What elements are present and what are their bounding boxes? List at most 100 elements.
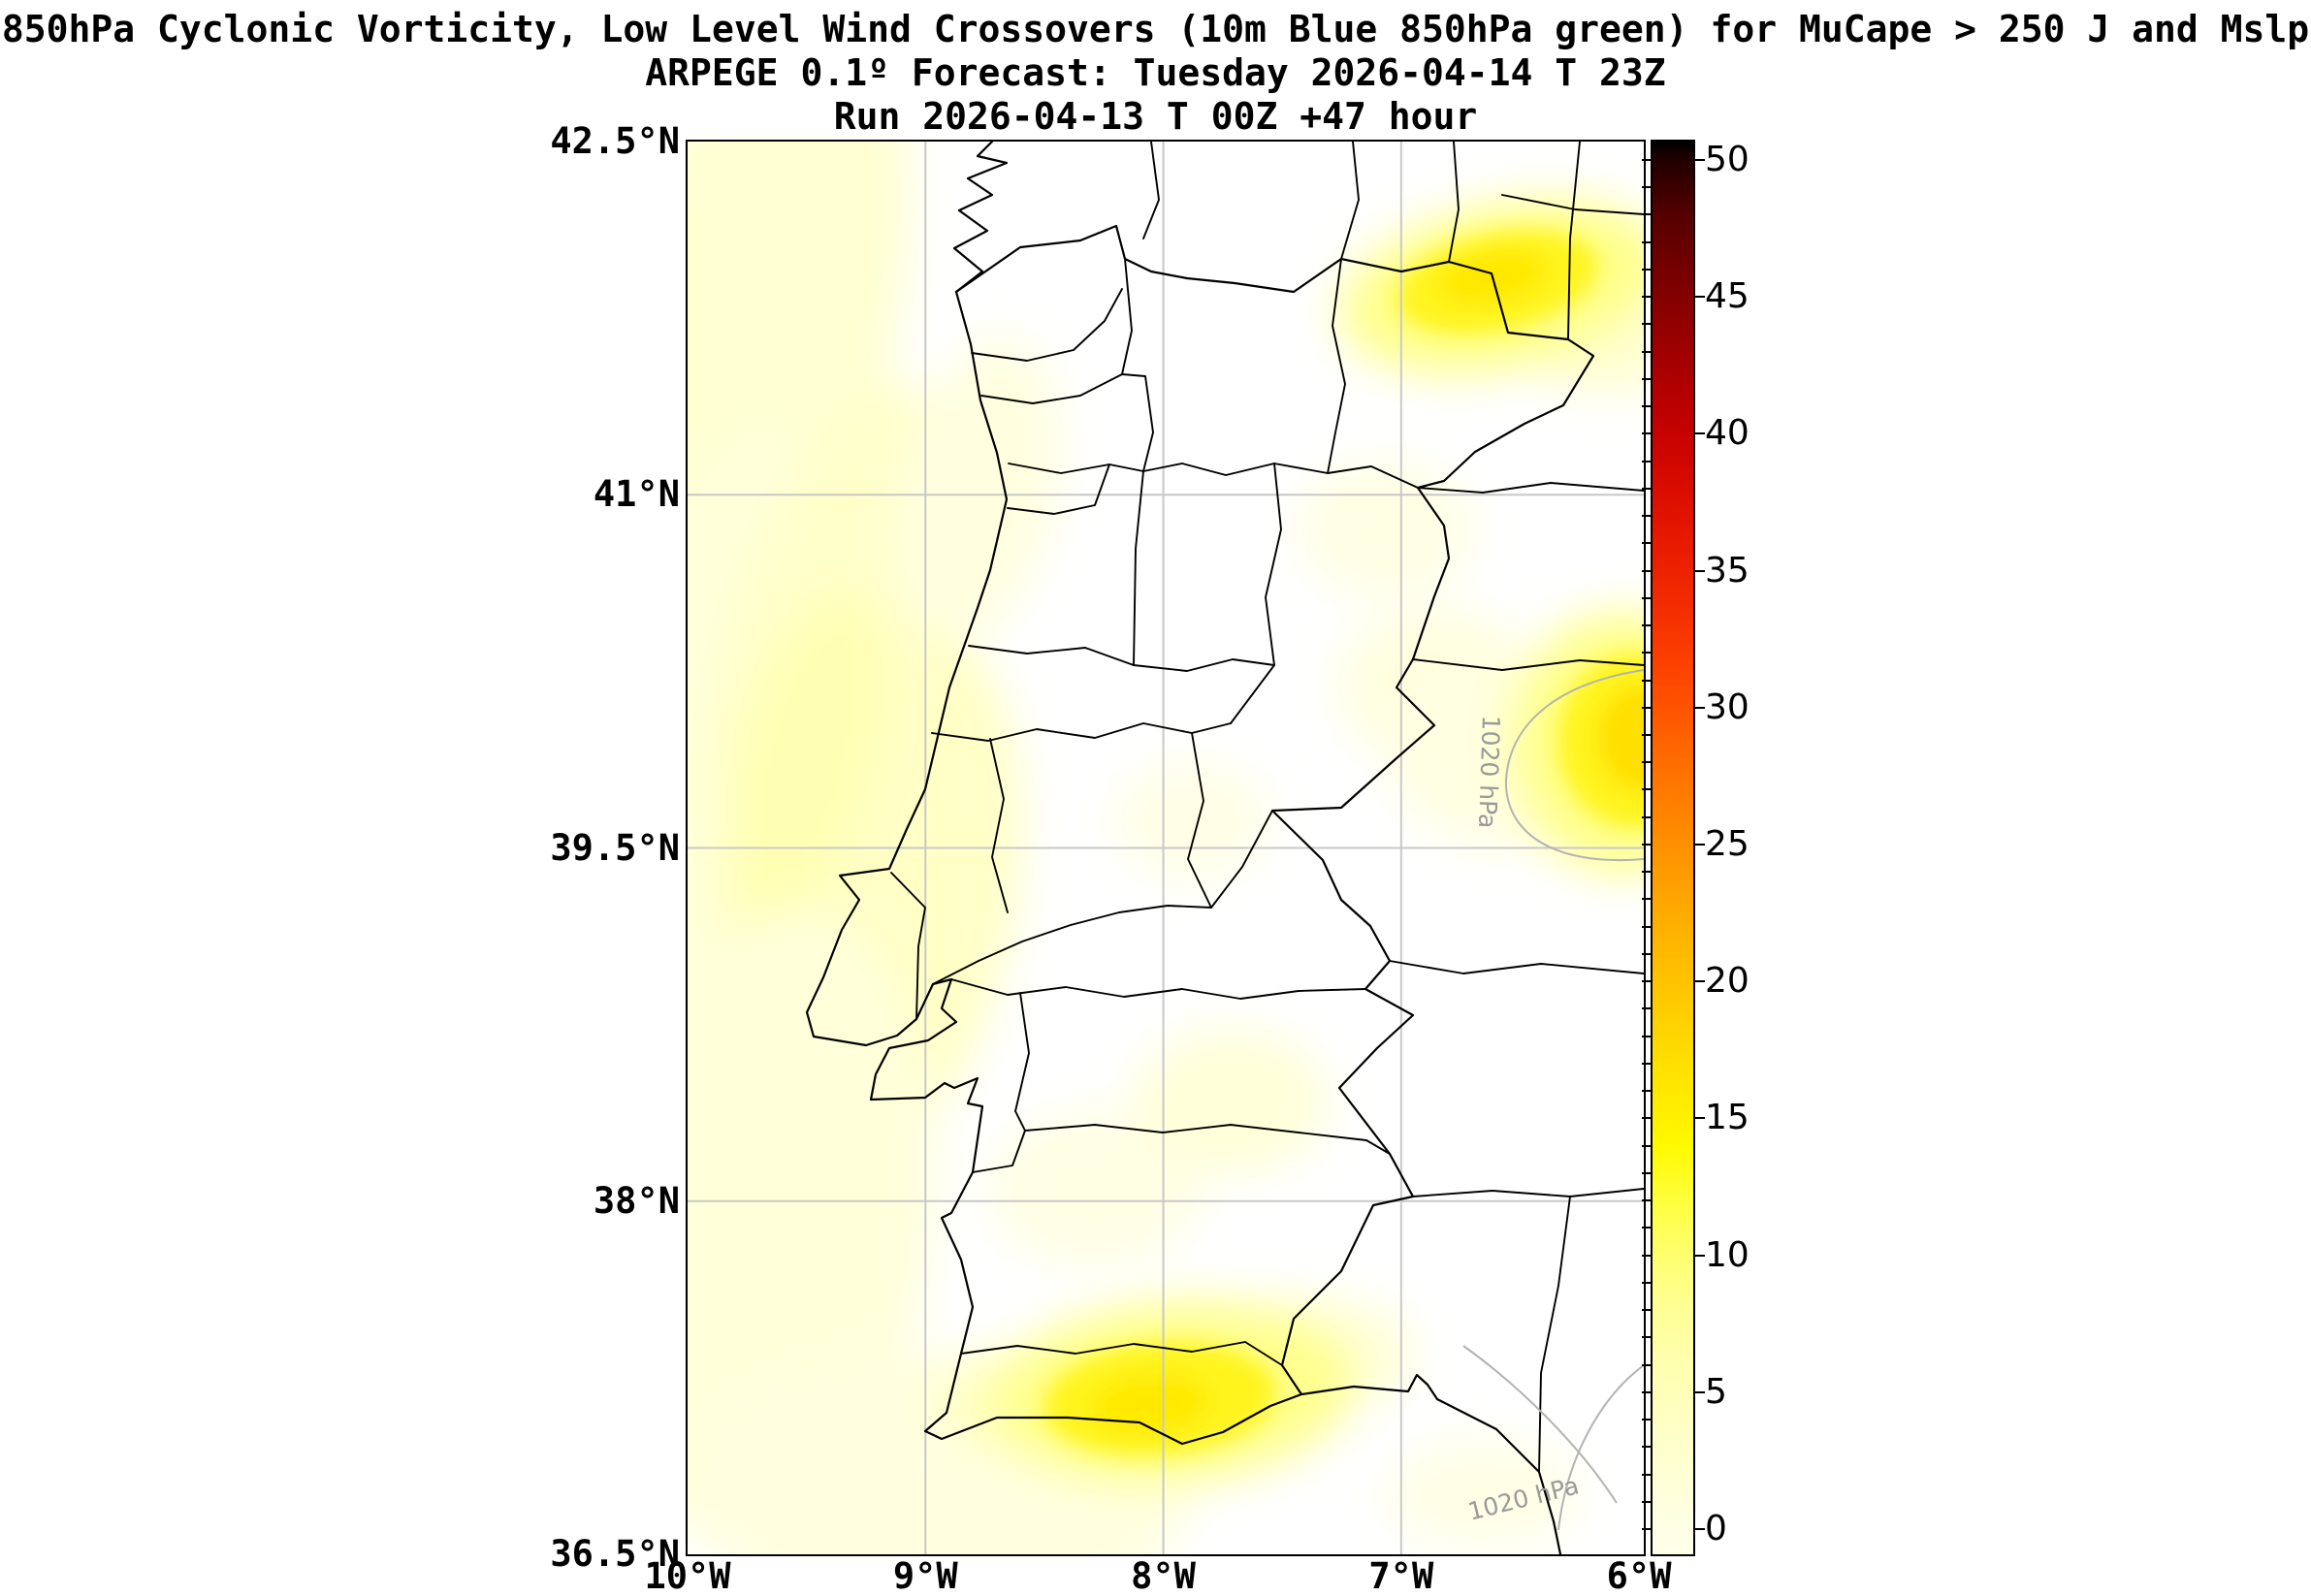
colorbar-tick-label-10: 10 (1705, 1234, 1749, 1275)
colorbar-minor-tick (1642, 1309, 1651, 1312)
colorbar-minor-tick (1642, 515, 1651, 518)
colorbar-tick-label-35: 35 (1705, 550, 1749, 591)
colorbar-minor-tick (1642, 679, 1651, 682)
colorbar-minor-tick (1642, 1007, 1651, 1010)
colorbar-minor-tick (1642, 240, 1651, 243)
colorbar-minor-tick (1642, 405, 1651, 408)
colorbar-tick-15 (1695, 1117, 1705, 1120)
colorbar-tick-25 (1695, 843, 1705, 846)
colorbar-minor-tick (1642, 460, 1651, 463)
title-block: 850hPa Cyclonic Vorticity, Low Level Win… (0, 8, 2311, 139)
colorbar-tick-35 (1695, 569, 1705, 572)
colorbar-minor-tick (1642, 1144, 1651, 1147)
colorbar-minor-tick (1642, 350, 1651, 353)
colorbar-minor-tick (1642, 1390, 1651, 1393)
colorbar-tick-label-40: 40 (1705, 413, 1749, 454)
colorbar-minor-tick (1642, 1227, 1651, 1229)
colorbar-tick-label-0: 0 (1705, 1509, 1727, 1549)
colorbar-minor-tick (1642, 952, 1651, 955)
colorbar-minor-tick (1642, 652, 1651, 654)
chart-title: 850hPa Cyclonic Vorticity, Low Level Win… (1, 8, 2310, 50)
district-boundaries (890, 258, 1419, 1366)
colorbar-minor-tick (1642, 1419, 1651, 1421)
colorbar-minor-tick (1642, 1090, 1651, 1093)
colorbar-minor-tick (1642, 1117, 1651, 1120)
chart-subtitle-forecast: ARPEGE 0.1º Forecast: Tuesday 2026-04-14… (645, 51, 1666, 94)
colorbar-tick-label-45: 45 (1705, 276, 1749, 317)
colorbar: 0 5 10 15 20 25 30 35 40 45 50 (1642, 140, 1749, 1556)
colorbar-minor-tick (1642, 624, 1651, 627)
colorbar-minor-tick (1642, 296, 1651, 299)
colorbar-minor-tick (1642, 815, 1651, 818)
x-tick-label-7°W: 7°W (1368, 1555, 1434, 1596)
spanish-province-boundaries (1142, 142, 1644, 1473)
colorbar-minor-tick (1642, 542, 1651, 545)
colorbar-minor-tick (1642, 1336, 1651, 1339)
colorbar-minor-tick (1642, 843, 1651, 846)
colorbar-tick-label-20: 20 (1705, 961, 1749, 1002)
y-tick-label-36.5°N: 36.5°N (550, 1533, 680, 1575)
colorbar-minor-tick (1642, 213, 1651, 216)
y-tick-label-38°N: 38°N (593, 1179, 680, 1222)
isobar-1020-contour (1504, 669, 1644, 862)
colorbar-minor-tick (1642, 1062, 1651, 1065)
colorbar-minor-tick (1642, 569, 1651, 572)
colorbar-minor-tick (1642, 323, 1651, 326)
colorbar-minor-tick (1642, 596, 1651, 599)
colorbar-minor-tick (1642, 898, 1651, 901)
colorbar-minor-tick (1642, 734, 1651, 736)
colorbar-tick-label-50: 50 (1705, 139, 1749, 179)
colorbar-minor-tick (1642, 1363, 1651, 1366)
colorbar-tick-30 (1695, 706, 1705, 709)
colorbar-tick-40 (1695, 432, 1705, 435)
colorbar-tick-label-15: 15 (1705, 1098, 1749, 1138)
colorbar-tick-10 (1695, 1254, 1705, 1257)
isobar-label-1020: 1020 hPa (1473, 715, 1505, 829)
colorbar-tick-45 (1695, 296, 1705, 299)
isobar-contours (1462, 669, 1644, 1531)
isobar-1020-contour (1557, 1364, 1644, 1531)
vorticity-shading (688, 142, 1644, 1554)
colorbar-minor-tick (1642, 432, 1651, 435)
colorbar-minor-tick (1642, 1473, 1651, 1476)
colorbar-minor-tick (1642, 1254, 1651, 1257)
colorbar-minor-tick (1642, 1035, 1651, 1037)
colorbar-tick-50 (1695, 158, 1705, 161)
colorbar-minor-tick (1642, 487, 1651, 490)
y-tick-label-39.5°N: 39.5°N (550, 826, 680, 869)
x-tick-label-8°W: 8°W (1131, 1555, 1196, 1596)
colorbar-tick-20 (1695, 980, 1705, 983)
colorbar-tick-label-30: 30 (1705, 686, 1749, 727)
x-tick-label-6°W: 6°W (1606, 1555, 1672, 1596)
colorbar-tick-label-25: 25 (1705, 823, 1749, 864)
colorbar-tick-0 (1695, 1528, 1705, 1531)
colorbar-minor-tick (1642, 1199, 1651, 1202)
colorbar-minor-tick (1642, 1528, 1651, 1531)
colorbar-minor-tick (1642, 186, 1651, 189)
graticule-gridlines (688, 142, 1644, 1554)
colorbar-minor-tick (1642, 788, 1651, 791)
colorbar-minor-tick (1642, 158, 1651, 161)
colorbar-minor-tick (1642, 1171, 1651, 1174)
colorbar-minor-tick (1642, 706, 1651, 709)
colorbar-tick-5 (1695, 1390, 1705, 1393)
portugal-vorticity-map: 1020 hPa 1020 hPa (688, 142, 1644, 1554)
map-plot-area: 1020 hPa 1020 hPa (686, 140, 1646, 1556)
isobar-1020-contour (1462, 1345, 1618, 1504)
colorbar-minor-tick (1642, 1281, 1651, 1284)
colorbar-minor-tick (1642, 980, 1651, 983)
y-tick-label-41°N: 41°N (593, 473, 680, 516)
coastline-and-boundaries (805, 142, 1644, 1554)
colorbar-minor-tick (1642, 925, 1651, 928)
x-tick-label-10°W: 10°W (644, 1555, 731, 1596)
colorbar-tick-label-5: 5 (1705, 1371, 1727, 1412)
y-tick-label-42.5°N: 42.5°N (550, 120, 680, 162)
x-tick-label-9°W: 9°W (892, 1555, 958, 1596)
colorbar-gradient (1653, 142, 1693, 1554)
chart-subtitle-run: Run 2026-04-13 T 00Z +47 hour (833, 95, 1478, 138)
colorbar-minor-tick (1642, 1446, 1651, 1449)
colorbar-minor-tick (1642, 761, 1651, 764)
colorbar-minor-tick (1642, 268, 1651, 271)
coastline (805, 142, 1562, 1554)
